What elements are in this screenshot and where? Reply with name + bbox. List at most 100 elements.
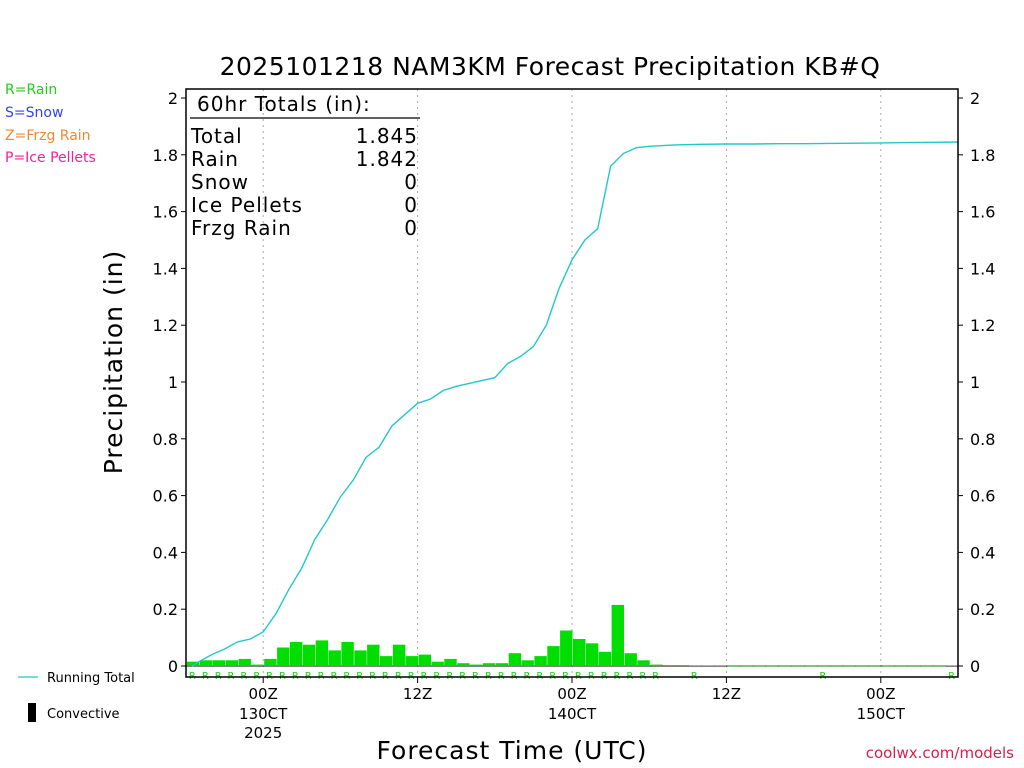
precip-bar (650, 664, 663, 666)
precip-bar (804, 665, 817, 667)
y-tick-label-right: 1.6 (970, 203, 995, 222)
y-tick-label-left: 1.4 (153, 259, 178, 278)
legend-freezing-rain: Z=Frzg Rain (5, 128, 91, 144)
y-tick-label-left: 0.6 (153, 487, 178, 506)
y-tick-label-right: 1.2 (970, 316, 995, 335)
precip-bar (495, 663, 509, 666)
precip-bar (431, 661, 444, 666)
precip-bar (714, 665, 727, 666)
precip-bar (482, 663, 496, 666)
y-tick-label-left: 1.2 (153, 316, 178, 335)
precip-bar (534, 656, 547, 666)
totals-row-value: 1.845 (356, 124, 418, 148)
precip-bar (251, 664, 264, 666)
precip-bar (881, 665, 895, 667)
precip-bar (946, 665, 959, 666)
precip-bar (598, 651, 612, 666)
y-tick-label-right: 0 (970, 657, 980, 676)
x-tick-date: 140CT (548, 705, 597, 723)
precip-bar (238, 658, 251, 666)
precip-bar (611, 604, 624, 666)
x-tick-year: 2025 (244, 724, 282, 742)
y-tick-label-right: 1 (970, 373, 980, 392)
precip-bar (392, 644, 406, 666)
precip-bar (547, 646, 560, 666)
precip-bar (933, 665, 946, 667)
y-tick-label-right: 0.8 (970, 430, 995, 449)
totals-row-value: 0 (404, 193, 418, 217)
legend-convective-swatch (28, 703, 36, 722)
precip-bar (843, 665, 856, 667)
totals-row-value: 0 (404, 170, 418, 194)
precip-bar (380, 656, 393, 666)
precip-bar (817, 665, 830, 667)
legend-snow: S=Snow (5, 105, 64, 121)
y-tick-label-right: 0.2 (970, 600, 995, 619)
precip-bar (778, 665, 792, 667)
y-axis-label: Precipitation (in) (99, 250, 128, 475)
precip-bar (791, 665, 805, 667)
x-tick-label: 00Z (866, 685, 895, 703)
precip-bar (727, 665, 740, 667)
precip-bar (675, 665, 689, 666)
precip-bar (418, 654, 431, 666)
y-tick-label-left: 0 (168, 657, 178, 676)
precip-bar (341, 641, 354, 666)
x-tick-label: 12Z (403, 685, 432, 703)
precip-bar (907, 665, 920, 667)
x-tick-date: 130CT (239, 705, 288, 723)
precip-bar (920, 665, 933, 667)
precip-bar (624, 653, 637, 666)
y-tick-label-left: 0.8 (153, 430, 178, 449)
x-axis-label: Forecast Time (UTC) (377, 736, 648, 765)
totals-header: 60hr Totals (in): (197, 92, 371, 116)
precip-bar (302, 644, 316, 666)
precip-bar (225, 660, 238, 666)
y-tick-label-left: 1.6 (153, 203, 178, 222)
legend-convective-label: Convective (47, 707, 120, 722)
precip-bar (637, 660, 650, 666)
precip-bar (894, 665, 908, 667)
precip-bar (367, 644, 380, 666)
chart-title: 2025101218 NAM3KM Forecast Precipitation… (220, 52, 881, 81)
precip-bar (701, 665, 715, 666)
precip-bar (315, 640, 329, 666)
precip-bar (573, 639, 586, 666)
y-tick-label-left: 2 (168, 89, 178, 108)
y-tick-label-right: 0.4 (970, 543, 995, 562)
legend-running-total-label: Running Total (47, 671, 135, 686)
site-credit: coolwx.com/models (865, 744, 1014, 762)
running-total-line (192, 141, 959, 667)
precip-bar (508, 653, 522, 666)
precip-bar (521, 660, 534, 666)
precip-bar (856, 665, 869, 667)
precip-bar (470, 664, 483, 666)
totals-row-value: 0 (404, 216, 418, 240)
totals-row-value: 1.842 (356, 147, 418, 171)
x-tick-label: 00Z (249, 685, 278, 703)
y-tick-label-right: 1.4 (970, 259, 995, 278)
y-tick-label-right: 1.8 (970, 146, 995, 165)
x-tick-date: 150CT (857, 705, 906, 723)
y-tick-label-left: 1.8 (153, 146, 178, 165)
precip-bar (264, 658, 277, 666)
legend-ice-pellets: P=Ice Pellets (5, 150, 96, 166)
x-tick-label: 00Z (557, 685, 586, 703)
totals-row-label: Ice Pellets (191, 193, 303, 217)
legend-rain: R=Rain (5, 82, 58, 98)
precip-bar (277, 647, 290, 666)
precip-bar (405, 656, 419, 666)
precip-bar (766, 665, 779, 667)
precip-bar (663, 665, 676, 666)
precip-bar (585, 643, 599, 666)
precip-bar (444, 658, 457, 666)
y-tick-label-right: 2 (970, 89, 980, 108)
precip-bar (187, 661, 200, 666)
precip-bar (199, 660, 213, 666)
precip-bar (740, 665, 753, 667)
totals-row-label: Total (190, 124, 243, 148)
precip-bar (212, 660, 226, 666)
precip-bar (868, 665, 882, 667)
precip-bar (457, 663, 470, 666)
